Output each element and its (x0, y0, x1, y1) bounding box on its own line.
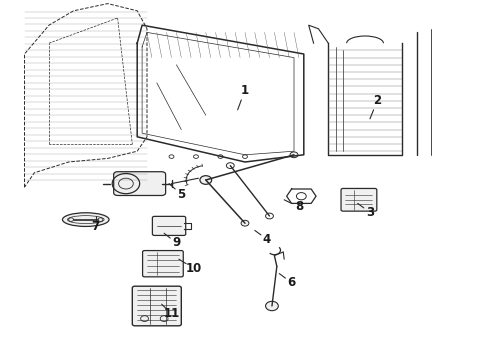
FancyBboxPatch shape (341, 189, 377, 211)
FancyBboxPatch shape (132, 286, 181, 326)
Circle shape (290, 152, 298, 158)
FancyBboxPatch shape (152, 216, 186, 235)
Text: 2: 2 (373, 94, 381, 107)
Text: 5: 5 (177, 188, 185, 201)
FancyBboxPatch shape (114, 172, 166, 195)
Text: 4: 4 (263, 233, 271, 246)
Circle shape (266, 301, 278, 311)
Text: 11: 11 (163, 307, 180, 320)
Text: 6: 6 (288, 276, 295, 289)
Text: 10: 10 (185, 262, 202, 275)
Circle shape (200, 176, 212, 184)
Text: 1: 1 (241, 84, 249, 96)
Circle shape (241, 220, 249, 226)
Ellipse shape (62, 213, 109, 226)
Text: 7: 7 (92, 220, 99, 233)
Text: 9: 9 (172, 237, 180, 249)
FancyBboxPatch shape (143, 251, 183, 277)
Text: 8: 8 (295, 201, 303, 213)
Text: 3: 3 (366, 206, 374, 219)
